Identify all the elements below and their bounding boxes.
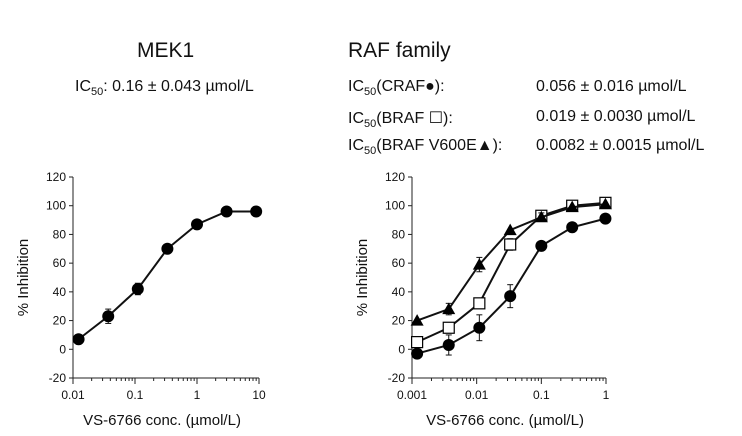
mek1-series-0-point [191,218,203,231]
mek1-xtick-label: 0.01 [61,388,85,402]
mek1-series-0-point [220,205,233,218]
raf-xtick-label: 1 [603,388,610,402]
raf-series-1-point [411,336,424,349]
raf-series-2-point [442,302,456,315]
mek1-xtick-label: 10 [252,388,266,402]
raf-ytick-label: 20 [392,314,406,328]
raf-ic50-brafv600e-sub: 50 [364,145,377,158]
raf-ytick-label: 60 [392,256,406,270]
raf-ytick-label: 100 [385,199,405,213]
raf-ic50-brafv600e: IC50(BRAF V600E▲): [348,137,502,157]
raf-ytick-label: 40 [392,285,406,299]
raf-series-0-point [442,338,455,351]
raf-series-1-line [416,201,606,344]
raf-ic50-craf-prefix: IC [348,78,364,95]
raf-ytick-label: -20 [388,371,406,385]
mek1-xtick-label: 0.1 [127,388,144,402]
raf-series-2-point [598,197,612,210]
raf-series-2-point [565,200,579,213]
mek1-series-0-point [102,310,115,323]
raf-series-0-point [504,290,517,303]
raf-ic50-craf: IC50(CRAF●): [348,78,445,98]
raf-xtick-label: 0.1 [533,388,550,402]
mek1-ic50: IC50: 0.16 ± 0.043 µmol/L [75,78,254,98]
raf-series-0-point [411,347,424,360]
mek1-series-0-point [72,333,85,346]
raf-xtick-label: 0.001 [397,388,427,402]
raf-series-1-point [473,297,486,310]
mek1-ytick-label: 20 [53,314,67,328]
raf-ytick-label: 80 [392,227,406,241]
raf-ic50-craf-label: (CRAF●): [376,78,445,95]
raf-title: RAF family [348,39,451,62]
raf-xlabel: VS-6766 conc. (µmol/L) [426,412,584,429]
mek1-ytick-label: 40 [53,285,67,299]
mek1-ic50-value: : 0.16 ± 0.043 µmol/L [103,78,254,95]
mek1-series-0-point [161,242,174,255]
mek1-xlabel: VS-6766 conc. (µmol/L) [83,412,241,429]
raf-series-0-point [473,321,486,334]
mek1-series-0-point [131,282,144,295]
mek1-ytick-label: 80 [53,227,67,241]
mek1-ytick-label: 60 [53,256,67,270]
raf-series-0-point [566,221,579,234]
mek1-ic50-sub: 50 [91,86,104,99]
raf-ic50-braf: IC50(BRAF ☐): [348,108,453,130]
raf-ic50-brafv600e-prefix: IC [348,137,364,154]
mek1-ytick-label: -20 [49,371,67,385]
mek1-ic50-prefix: IC [75,78,91,95]
raf-ic50-braf-prefix: IC [348,110,364,127]
raf-ic50-brafv600e-label: (BRAF V600E▲): [376,137,503,154]
mek1-series-0-point [250,205,263,218]
raf-ytick-label: 120 [385,170,405,184]
raf-series-2-line [416,203,606,322]
raf-ic50-craf-sub: 50 [364,86,377,99]
mek1-xtick-label: 1 [194,388,201,402]
raf-series-1-point [504,238,517,251]
mek1-title: MEK1 [137,39,195,62]
raf-series-2-point [410,314,424,326]
raf-ytick-label: 0 [398,342,405,356]
mek1-ylabel: % Inhibition [15,239,32,317]
raf-ic50-braf-sub: 50 [364,118,377,131]
raf-series-2-point [503,223,517,236]
mek1-ytick-label: 100 [46,199,66,213]
raf-ic50-braf-label: (BRAF ☐): [376,110,453,127]
raf-series-2-point [472,258,486,270]
raf-ic50-brafv600e-value: 0.0082 ± 0.0015 µmol/L [536,137,705,154]
raf-series-0-point [599,212,612,225]
raf-ic50-braf-value: 0.019 ± 0.0030 µmol/L [536,108,696,125]
raf-series-0-point [535,239,548,252]
raf-series-2-point [534,210,548,223]
mek1-ytick-label: 120 [46,170,66,184]
raf-xtick-label: 0.01 [465,388,489,402]
raf-series-1-point [442,321,455,334]
raf-ylabel: % Inhibition [354,239,371,317]
raf-ic50-craf-value: 0.056 ± 0.016 µmol/L [536,78,687,95]
mek1-ytick-label: 0 [59,342,66,356]
